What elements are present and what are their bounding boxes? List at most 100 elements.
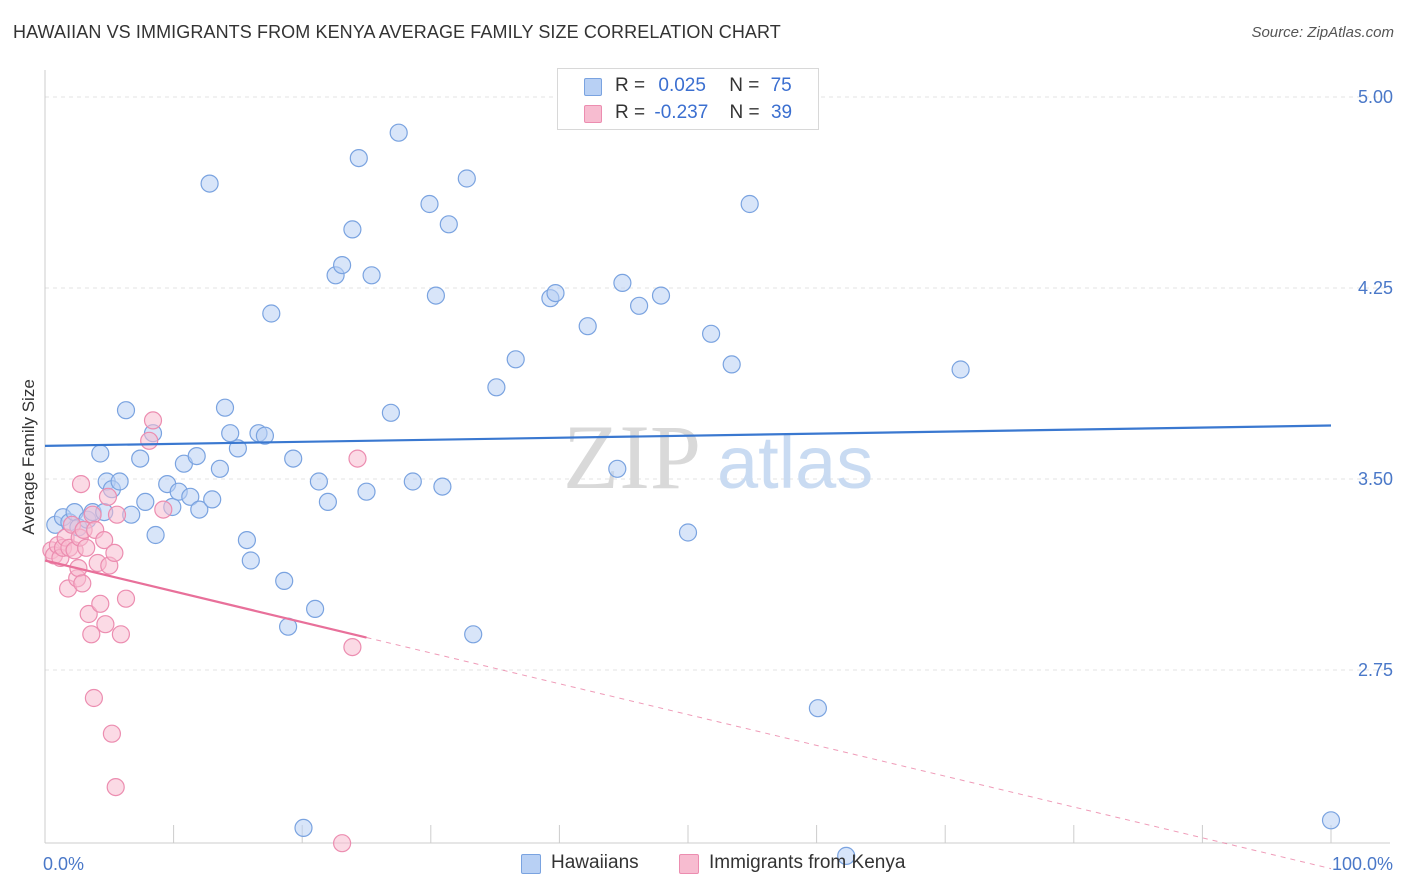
y-tick-label: 4.25: [1358, 278, 1393, 298]
hawaiian-point: [110, 472, 129, 491]
hawaiian-point: [284, 449, 303, 468]
hawaiian-point: [203, 490, 222, 509]
kenya-point: [96, 615, 115, 634]
hawaiian-point: [613, 273, 632, 292]
kenya-point: [348, 449, 367, 468]
hawaiian-point: [426, 286, 445, 305]
legend-label-kenya: Immigrants from Kenya: [709, 852, 906, 873]
hawaiian-point: [629, 296, 649, 315]
hawaiian-point: [701, 324, 721, 343]
series-legend: Hawaiians Immigrants from Kenya: [0, 852, 1406, 878]
legend-swatch-kenya: [679, 854, 699, 874]
hawaiian-point: [190, 500, 209, 519]
kenya-point: [73, 574, 92, 593]
x-tick-label: 100.0%: [1332, 854, 1393, 874]
hawaiian-point: [237, 530, 256, 550]
kenya-point: [91, 594, 110, 613]
hawaiian-point: [215, 398, 235, 417]
kenya-point: [79, 604, 98, 624]
hawaiian-point: [210, 459, 229, 478]
kenya-point: [84, 688, 104, 708]
hawaiian-point: [343, 220, 362, 239]
trend-lines: [44, 424, 1332, 870]
kenya-point: [116, 589, 136, 608]
hawaiian-point: [200, 174, 219, 193]
watermark-zip: ZIP: [563, 406, 701, 508]
hawaiian-point: [837, 846, 856, 866]
chart-title: HAWAIIAN VS IMMIGRANTS FROM KENYA AVERAG…: [13, 22, 781, 42]
hawaiian-point: [131, 449, 150, 468]
hawaiian-point: [381, 403, 400, 422]
hawaiian-point: [294, 818, 313, 838]
hawaiian-point: [181, 487, 200, 506]
hawaiian-point: [808, 699, 828, 718]
kenya-point: [71, 475, 91, 494]
r-label: R =: [615, 102, 646, 123]
kenya-point: [95, 530, 114, 550]
kenya-point: [107, 505, 127, 524]
hawaiian-point: [318, 492, 337, 511]
hawaiian-point: [333, 256, 352, 275]
stats-swatch-kenya: [584, 105, 602, 123]
kenya-point: [111, 625, 131, 644]
watermark: ZIP atlas: [563, 406, 873, 508]
hawaiian-point: [420, 194, 439, 214]
hawaiian-point: [241, 551, 260, 570]
hawaiian-point: [309, 472, 328, 491]
hawaiian-point: [221, 424, 240, 443]
hawaiian-trend-line: [44, 424, 1332, 447]
hawaiian-point: [608, 459, 627, 478]
hawaiian-point: [951, 360, 970, 379]
kenya-point: [343, 637, 362, 657]
hawaiian-point: [389, 123, 408, 142]
hawaiian-point: [255, 426, 274, 445]
legend-label-hawaiians: Hawaiians: [551, 852, 639, 873]
kenya-trend-line-extension: [366, 637, 1332, 870]
kenya-point: [105, 543, 124, 563]
kenya-point: [82, 625, 101, 644]
axes: [44, 70, 1390, 844]
hawaiian-point: [187, 447, 206, 466]
n-value: 75: [770, 75, 792, 96]
hawaiian-point: [678, 523, 698, 542]
hawaiian-point: [457, 169, 476, 188]
kenya-trend-line: [44, 559, 367, 639]
hawaiian-point: [578, 317, 597, 336]
hawaiian-point: [403, 472, 422, 491]
hawaiian-point: [487, 378, 506, 397]
y-axis-title: Average Family Size: [19, 379, 38, 535]
axis-labels: 2.75 3.50 4.25 5.00 0.0% 100.0% Average Family…: [19, 87, 1393, 874]
hawaiian-point: [349, 149, 368, 168]
source-label: Source: ZipAtlas.com: [1251, 24, 1394, 41]
hawaiian-point: [506, 350, 525, 369]
kenya-point: [98, 487, 118, 506]
legend-swatch-hawaiians: [521, 854, 541, 874]
hawaiian-point: [275, 571, 294, 591]
stats-swatch-hawaiians: [584, 78, 602, 96]
kenya-point: [106, 777, 125, 797]
hawaiian-point: [722, 355, 741, 374]
y-tick-label: 2.75: [1358, 660, 1393, 680]
hawaiian-point: [651, 286, 671, 305]
kenya-point: [333, 834, 352, 853]
n-label: N =: [729, 102, 760, 123]
hawaiian-point: [439, 215, 458, 234]
kenya-point: [154, 500, 173, 519]
hawaiian-point: [228, 439, 247, 458]
hawaiian-point: [546, 284, 565, 303]
n-value: 39: [770, 102, 793, 123]
kenya-point: [77, 538, 96, 557]
r-value: 0.025: [658, 75, 706, 96]
hawaiian-point: [464, 625, 483, 644]
hawaiian-point: [357, 482, 376, 501]
stats-legend: R = 0.025 N = 75 R = -0.237 N = 39: [557, 68, 819, 130]
hawaiian-point: [136, 492, 155, 511]
hawaiian-point: [91, 444, 110, 463]
hawaiian-point: [306, 599, 325, 619]
kenya-point: [102, 724, 122, 743]
kenya-point: [140, 431, 159, 450]
x-tick-label: 0.0%: [43, 854, 84, 874]
y-tick-label: 3.50: [1358, 469, 1393, 489]
hawaiian-point: [1321, 811, 1341, 830]
hawaiian-point: [146, 525, 165, 545]
